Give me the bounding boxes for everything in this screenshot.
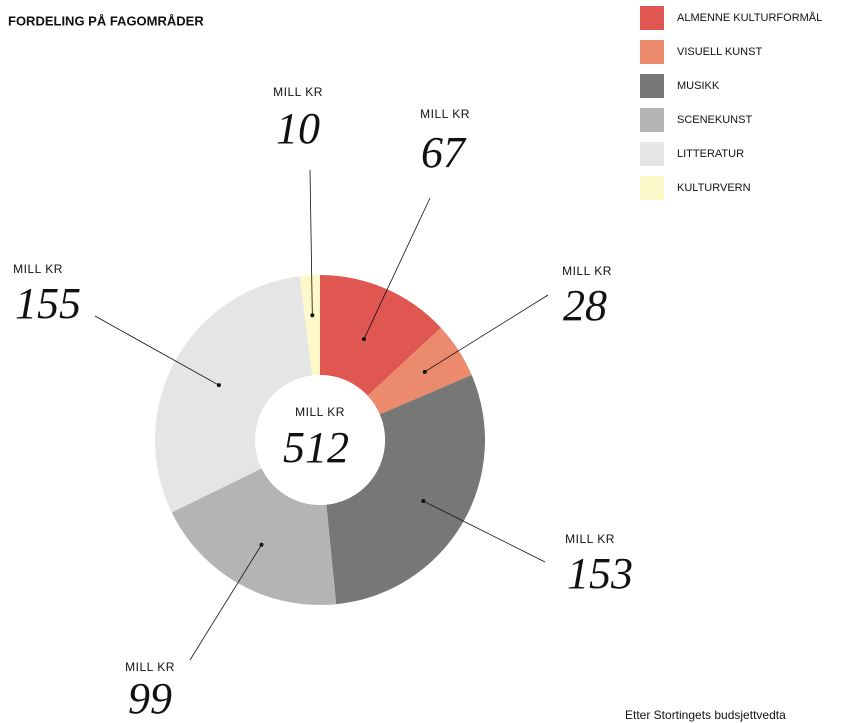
slice-unit: MILL KR: [13, 262, 63, 276]
donut-slice: [326, 374, 485, 605]
legend-swatch: [640, 176, 664, 200]
donut-slice: [171, 468, 337, 606]
slice-unit: MILL KR: [125, 660, 175, 674]
center-total: 512: [283, 423, 349, 472]
slice-unit: MILL KR: [420, 107, 470, 121]
slice-unit: MILL KR: [273, 85, 323, 99]
legend-label: SCENEKUNST: [677, 114, 752, 126]
leader-line: [94, 315, 220, 386]
leader-line: [363, 197, 431, 340]
legend-swatch: [640, 40, 664, 64]
legend-label: MUSIKK: [677, 80, 720, 92]
slice-value: 153: [567, 549, 633, 598]
legend-label: ALMENNE KULTURFORMÅL: [677, 11, 822, 24]
leader-dot: [216, 383, 221, 388]
leader-line: [189, 544, 262, 661]
slice-unit: MILL KR: [565, 532, 615, 546]
legend-label: VISUELL KUNST: [677, 46, 762, 58]
slice-unit: MILL KR: [562, 264, 612, 278]
leader-line: [424, 294, 549, 373]
leader-dot: [422, 369, 427, 374]
legend-label: KULTURVERN: [677, 182, 751, 194]
leader-dot: [421, 499, 426, 504]
leader-line: [309, 169, 313, 316]
legend-swatch: [640, 6, 664, 30]
source-note: Etter Stortingets budsjettvedta: [625, 708, 786, 722]
slice-value: 99: [128, 674, 172, 723]
donut-slice: [320, 275, 441, 396]
leader-dot: [259, 542, 264, 547]
legend-swatch: [640, 142, 664, 166]
leader-dot: [361, 337, 366, 342]
chart-title: FORDELING PÅ FAGOMRÅDER: [8, 13, 204, 28]
legend-swatch: [640, 108, 664, 132]
slice-value: 155: [15, 279, 81, 328]
legend-label: LITTERATUR: [677, 148, 744, 160]
donut-slice: [367, 327, 472, 415]
leader-line: [423, 500, 546, 563]
slice-value: 28: [563, 281, 607, 330]
slice-value: 10: [276, 104, 320, 153]
leader-dot: [310, 313, 315, 318]
center-unit: MILL KR: [295, 405, 345, 419]
slice-value: 67: [421, 128, 467, 177]
legend-swatch: [640, 74, 664, 98]
donut-hole: [255, 375, 385, 505]
donut-slice: [299, 275, 320, 376]
donut-slice: [154, 276, 313, 513]
